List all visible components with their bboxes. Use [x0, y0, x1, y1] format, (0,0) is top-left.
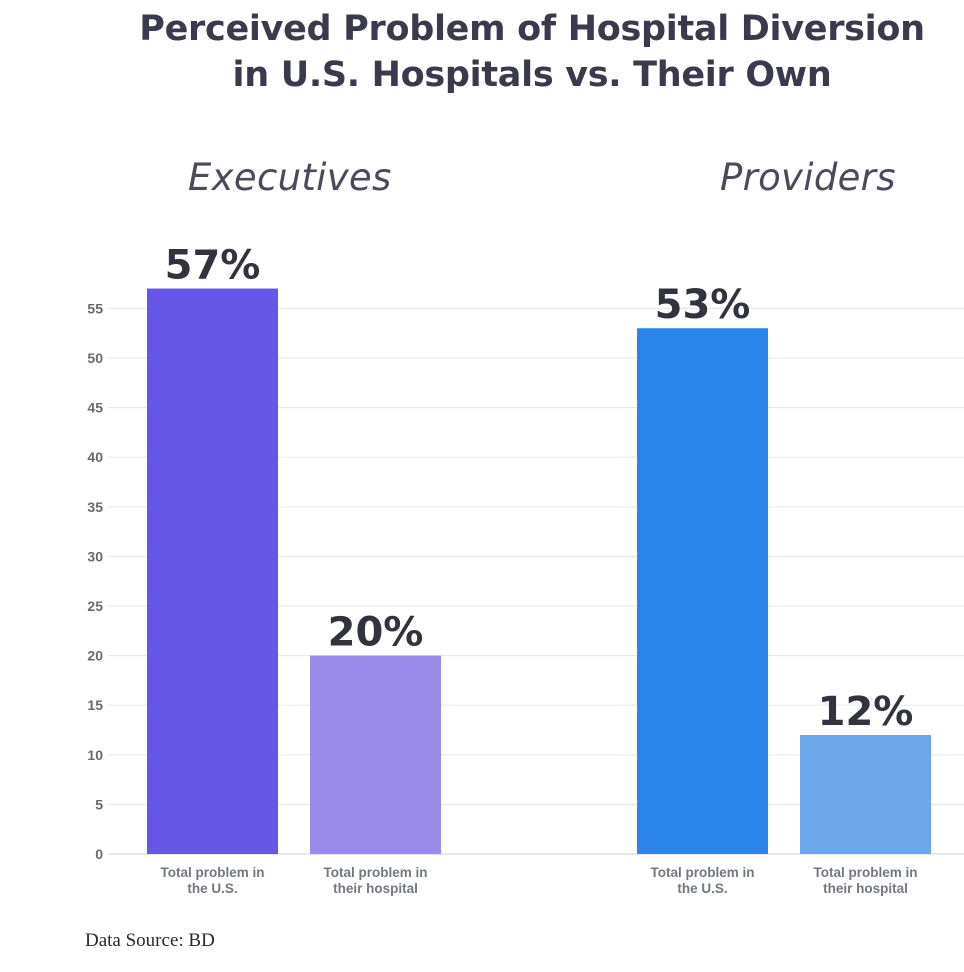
bar [147, 288, 278, 854]
data-source: Data Source: BD [85, 930, 215, 951]
y-tick-label: 20 [87, 648, 103, 664]
data-label: 57% [165, 243, 261, 289]
y-tick-label: 10 [87, 747, 103, 763]
chart-title: Perceived Problem of Hospital Diversion … [0, 6, 964, 98]
x-tick-label: their hospital [333, 881, 418, 896]
y-tick-label: 50 [87, 350, 103, 366]
y-tick-label: 25 [87, 598, 103, 614]
bar [310, 655, 441, 854]
x-tick-label: their hospital [823, 881, 908, 896]
bar [637, 328, 768, 854]
chart-title-line-2: in U.S. Hospitals vs. Their Own [232, 55, 832, 95]
bar [800, 734, 931, 854]
y-tick-label: 45 [87, 400, 103, 416]
group-label-providers: Providers [720, 156, 896, 199]
bar-chart: 0 5 10 15 20 25 30 35 40 45 50 55 57% Total problem i… [87, 243, 964, 896]
y-tick-label: 35 [87, 499, 103, 515]
data-label: 20% [328, 610, 424, 656]
x-tick-label: Total problem in [324, 865, 428, 880]
x-tick-label: Total problem in [651, 865, 755, 880]
x-tick-label: the U.S. [677, 881, 727, 896]
y-tick-label: 5 [95, 796, 103, 812]
x-tick-label: Total problem in [814, 865, 918, 880]
y-tick-label: 40 [87, 449, 103, 465]
data-label: 12% [818, 689, 914, 735]
group-label-executives: Executives [188, 156, 392, 199]
x-tick-label: the U.S. [187, 881, 237, 896]
y-tick-label: 30 [87, 548, 103, 564]
data-label: 53% [655, 282, 751, 328]
y-tick-label: 55 [87, 300, 103, 316]
y-tick-label: 15 [87, 697, 103, 713]
y-tick-label: 0 [95, 846, 103, 862]
chart-title-line-1: Perceived Problem of Hospital Diversion [139, 9, 925, 49]
x-tick-label: Total problem in [161, 865, 265, 880]
